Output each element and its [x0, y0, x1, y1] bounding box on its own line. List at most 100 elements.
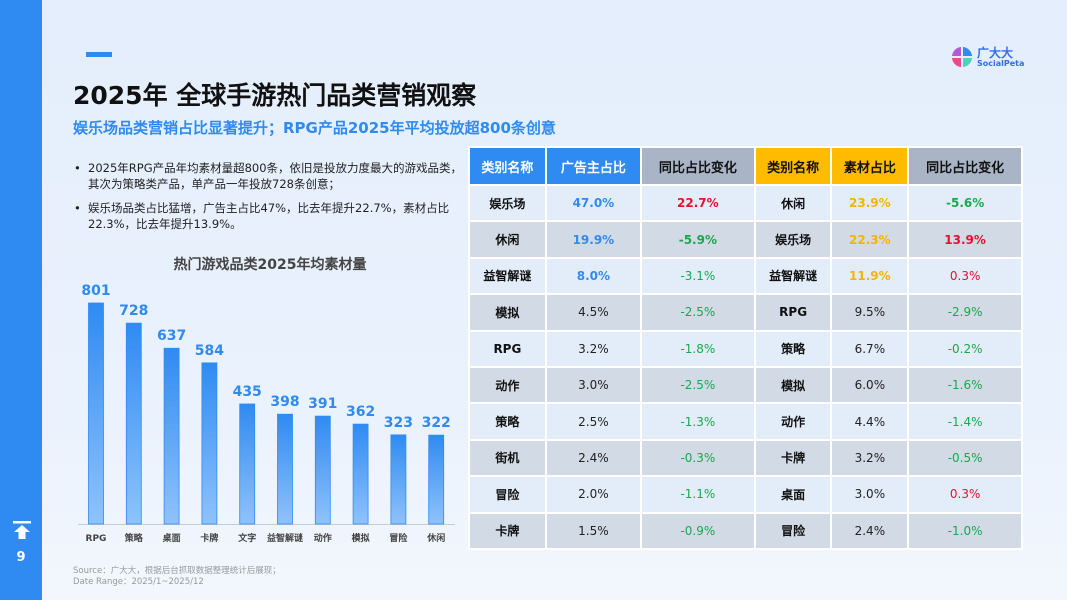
advertiser-share: 8.0%	[544, 256, 643, 296]
advertiser-share: 19.9%	[544, 220, 643, 259]
logo-sub: SocialPeta	[977, 58, 1025, 68]
bar	[88, 302, 104, 525]
creative-change: -0.5%	[907, 438, 1023, 478]
creative-share: 3.2%	[830, 438, 910, 478]
creative-change: 0.3%	[907, 475, 1023, 514]
category-label: 文字	[237, 532, 256, 544]
category-table: 类别名称 广告主占比 同比占比变化 类别名称 素材占比 同比占比变化 娱乐场 47.0% 22…	[468, 146, 1023, 550]
data-label: 728	[119, 303, 148, 319]
data-label: 637	[157, 328, 186, 344]
source-line: Source：广大大，根据后台抓取数据整理统计后展现；	[73, 566, 281, 576]
column-header: 同比占比变化	[907, 146, 1023, 186]
column-header: 类别名称	[468, 146, 547, 186]
column-header: 广告主占比	[544, 146, 643, 186]
data-label: 322	[422, 415, 451, 431]
advertiser-change: -2.5%	[640, 365, 756, 405]
category-name: 冒险	[468, 475, 547, 514]
creative-change: 0.3%	[907, 256, 1023, 296]
advertiser-change: -5.9%	[640, 220, 756, 259]
category-label: 冒险	[389, 532, 408, 544]
category-name: 冒险	[754, 511, 833, 550]
creative-share: 9.5%	[830, 293, 910, 332]
category-name: RPG	[468, 329, 547, 368]
category-name: 策略	[754, 329, 833, 368]
data-label: 398	[270, 394, 299, 410]
category-name: RPG	[754, 293, 833, 332]
table-row: 动作 3.0% -2.5% 模拟 6.0% -1.6%	[468, 365, 1023, 405]
category-label: 桌面	[163, 532, 181, 544]
category-label: 策略	[124, 532, 144, 544]
category-name: 休闲	[468, 220, 547, 259]
data-label: 323	[384, 415, 413, 431]
advertiser-change: -0.3%	[640, 438, 756, 478]
advertiser-change: 22.7%	[640, 183, 756, 223]
sidebar: 9	[0, 0, 42, 600]
bar	[163, 347, 180, 525]
bullet-item: 娱乐场品类占比猛增，广告主占比47%，比去年提升22.7%，素材占比22.3%，…	[74, 200, 466, 232]
column-header: 类别名称	[753, 146, 833, 186]
creative-change: -1.6%	[907, 365, 1023, 405]
category-name: 休闲	[754, 183, 833, 223]
category-name: 娱乐场	[754, 220, 833, 259]
advertiser-share: 2.0%	[544, 475, 643, 514]
category-name: 卡牌	[754, 438, 833, 478]
category-name: 益智解谜	[754, 256, 833, 296]
data-label: 584	[195, 343, 224, 359]
creative-change: -1.0%	[907, 511, 1023, 550]
column-header: 同比占比变化	[640, 146, 756, 186]
category-name: 动作	[468, 365, 547, 405]
category-name: 街机	[468, 438, 547, 478]
creative-share: 11.9%	[830, 256, 910, 296]
page-subtitle: 娱乐场品类营销占比显著提升；RPG产品2025年平均投放超800条创意	[73, 119, 556, 137]
advertiser-change: -3.1%	[640, 256, 756, 296]
advertiser-share: 3.0%	[544, 365, 643, 405]
logo-name: 广大大	[977, 45, 1014, 60]
category-label: 益智解谜	[267, 532, 304, 544]
bar	[125, 322, 142, 525]
advertiser-share: 2.4%	[544, 438, 643, 478]
advertiser-share: 2.5%	[544, 402, 643, 441]
table-row: 娱乐场 47.0% 22.7% 休闲 23.9% -5.6%	[468, 183, 1023, 223]
advertiser-share: 1.5%	[544, 511, 643, 550]
logo: 广大大 SocialPeta	[951, 46, 1024, 68]
creative-change: 13.9%	[907, 220, 1023, 259]
data-label: 435	[233, 384, 262, 400]
category-label: 动作	[314, 532, 332, 544]
bullet-list: 2025年RPG产品年均素材量超800条，依旧是投放力度最大的游戏品类，其次为策…	[74, 160, 466, 240]
logo-icon	[952, 47, 972, 67]
creative-change: -0.2%	[907, 329, 1023, 368]
bar	[390, 434, 407, 525]
page-number: 9	[16, 550, 26, 565]
category-name: 动作	[754, 402, 833, 441]
bar	[239, 403, 256, 525]
table-row: RPG 3.2% -1.8% 策略 6.7% -0.2%	[468, 329, 1023, 368]
accent-bar	[86, 52, 112, 57]
table-row: 益智解谜 8.0% -3.1% 益智解谜 11.9% 0.3%	[468, 256, 1023, 296]
column-header: 素材占比	[830, 146, 910, 186]
bar-chart: 801 RPG 728 策略 637 桌面 584 卡牌 435 文字 398 益智解谜 391 动作 36…	[78, 283, 455, 544]
table-row: 休闲 19.9% -5.9% 娱乐场 22.3% 13.9%	[468, 220, 1023, 259]
chart-title: 热门游戏品类2025年均素材量	[173, 257, 367, 273]
advertiser-change: -2.5%	[640, 293, 756, 332]
creative-change: -5.6%	[907, 183, 1023, 223]
date-range: Date Range：2025/1~2025/12	[73, 577, 204, 587]
creative-share: 4.4%	[830, 402, 910, 441]
bullet-item: 2025年RPG产品年均素材量超800条，依旧是投放力度最大的游戏品类，其次为策…	[74, 160, 466, 192]
table-row: 冒险 2.0% -1.1% 桌面 3.0% 0.3%	[468, 475, 1023, 514]
advertiser-change: -1.8%	[640, 329, 756, 368]
creative-share: 2.4%	[830, 511, 910, 550]
creative-share: 6.0%	[830, 365, 910, 405]
advertiser-share: 4.5%	[544, 293, 643, 332]
bar	[352, 423, 369, 525]
back-to-top-icon[interactable]	[12, 520, 32, 540]
advertiser-share: 47.0%	[544, 183, 643, 223]
category-name: 模拟	[754, 365, 833, 405]
advertiser-change: -1.3%	[640, 402, 756, 441]
category-label: 模拟	[352, 532, 370, 544]
advertiser-share: 3.2%	[544, 329, 643, 368]
table-row: 卡牌 1.5% -0.9% 冒险 2.4% -1.0%	[468, 511, 1023, 550]
category-label: 卡牌	[200, 532, 218, 544]
creative-change: -1.4%	[907, 402, 1023, 441]
advertiser-change: -1.1%	[640, 475, 756, 514]
creative-share: 23.9%	[830, 183, 910, 223]
